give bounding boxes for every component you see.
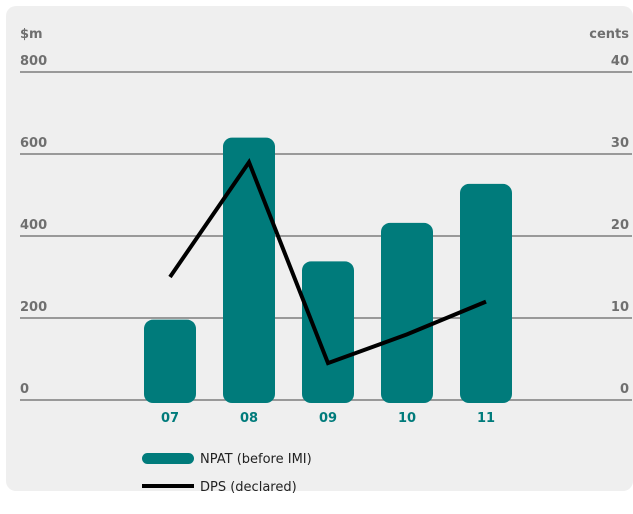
line-dps	[168, 157, 487, 366]
left-tick-label: 600	[20, 136, 47, 151]
bar-npat	[144, 319, 196, 403]
left-tick-label: 200	[20, 300, 47, 315]
bar-npat	[381, 222, 433, 403]
x-tick-label: 09	[319, 411, 337, 426]
x-tick-label: 07	[161, 411, 179, 426]
right-axis-unit-label: cents	[589, 27, 629, 42]
right-tick-label: 0	[620, 382, 629, 397]
right-tick-label: 20	[611, 218, 629, 233]
x-tick-label: 08	[240, 411, 258, 426]
bar-npat	[223, 137, 275, 403]
x-tick-label: 10	[398, 411, 416, 426]
chart-panel	[6, 6, 633, 491]
right-tick-label: 30	[611, 136, 629, 151]
x-tick-label: 11	[477, 411, 495, 426]
legend-label-dps: DPS (declared)	[200, 480, 297, 495]
left-tick-label: 400	[20, 218, 47, 233]
bar-npat	[460, 183, 512, 403]
left-tick-label: 800	[20, 54, 47, 69]
bar-npat	[302, 261, 354, 403]
legend-label-npat: NPAT (before IMI)	[200, 452, 312, 467]
left-tick-label: 0	[20, 382, 29, 397]
right-tick-label: 10	[611, 300, 629, 315]
left-axis-unit-label: $m	[20, 27, 43, 42]
right-tick-label: 40	[611, 54, 629, 69]
legend-swatch-npat	[142, 453, 194, 464]
